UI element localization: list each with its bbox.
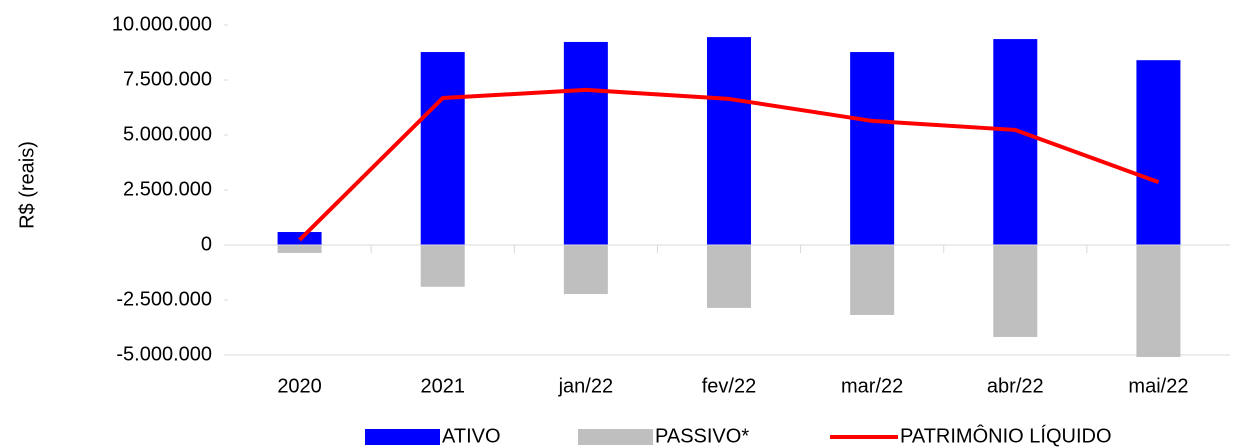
legend-swatch — [578, 429, 653, 445]
x-tick-label: mai/22 — [1128, 375, 1188, 397]
bar — [707, 37, 751, 245]
bar — [563, 41, 608, 245]
y-tick-label: 2.500.000 — [123, 178, 212, 200]
legend-swatch — [365, 429, 440, 445]
bar — [993, 39, 1038, 245]
bar — [277, 245, 322, 253]
bar — [993, 245, 1038, 337]
y-axis-title: R$ (reais) — [16, 141, 38, 229]
y-tick-label: 7.500.000 — [123, 68, 212, 90]
x-tick-label: 2020 — [277, 375, 322, 397]
bar — [420, 52, 465, 246]
legend-label: ATIVO — [442, 425, 501, 447]
x-tick-label: jan/22 — [558, 375, 614, 397]
y-tick-label: -2.500.000 — [116, 288, 212, 310]
legend-label: PATRIMÔNIO LÍQUIDO — [900, 424, 1112, 447]
bar — [420, 245, 465, 287]
x-tick-label: abr/22 — [987, 375, 1044, 397]
x-tick-label: 2021 — [420, 375, 465, 397]
y-tick-label: 0 — [201, 233, 212, 255]
bar — [850, 245, 895, 315]
bar — [1136, 60, 1181, 246]
y-tick-label: 10.000.000 — [112, 13, 212, 35]
x-tick-label: fev/22 — [702, 375, 756, 397]
bar — [563, 245, 608, 295]
line — [298, 87, 1160, 242]
legend-label: PASSIVO* — [655, 425, 749, 447]
bar — [850, 52, 895, 246]
y-tick-label: 5.000.000 — [123, 123, 212, 145]
y-tick-label: -5.000.000 — [116, 343, 212, 365]
x-tick-label: mar/22 — [841, 375, 903, 397]
bar — [1136, 245, 1181, 357]
bar — [707, 245, 751, 308]
